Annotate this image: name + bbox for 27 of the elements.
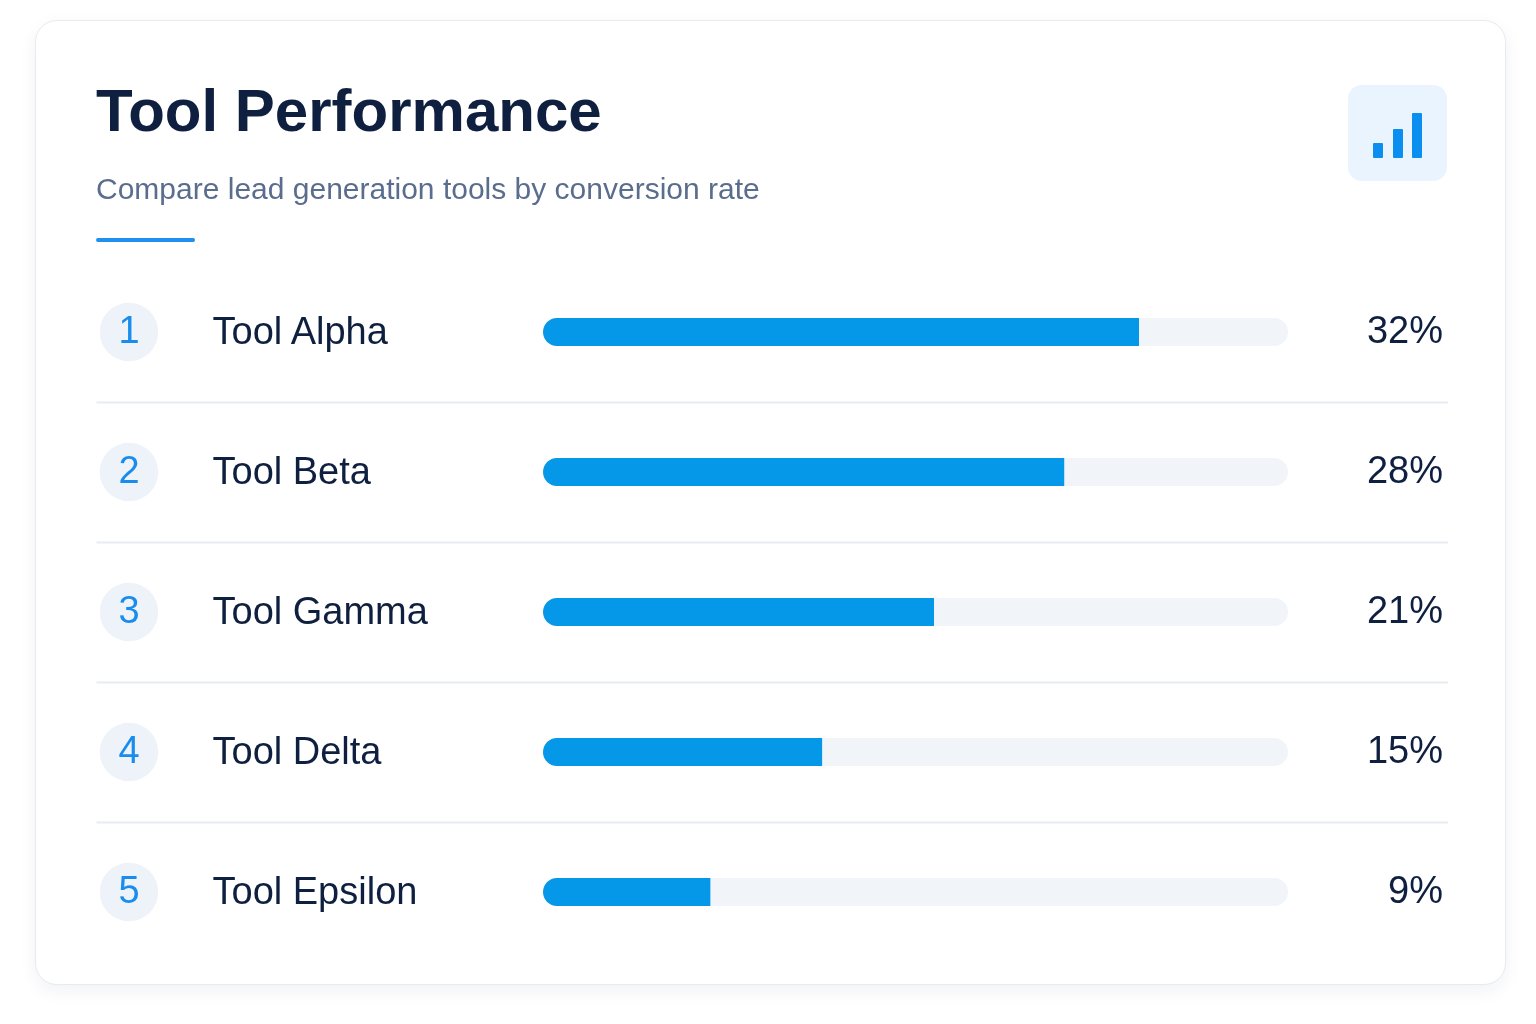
bar <box>934 598 1288 626</box>
data-label: 21% <box>1366 589 1443 631</box>
bar <box>543 318 1139 346</box>
text: 5 <box>118 869 140 911</box>
y-tick-label: Tool Gamma <box>212 589 429 632</box>
y-tick-label: Tool Delta <box>212 729 383 772</box>
bar <box>710 878 1288 906</box>
bar <box>543 878 711 906</box>
bar <box>1139 318 1288 346</box>
text: 1 <box>118 309 140 351</box>
y-tick-label: Tool Beta <box>212 449 372 492</box>
y-tick-label: Tool Alpha <box>212 309 389 352</box>
text: 2 <box>118 449 140 491</box>
bar <box>1064 458 1288 486</box>
chart-title: Tool Performance <box>96 77 602 144</box>
text: 4 <box>118 729 140 771</box>
bar <box>822 738 1288 766</box>
bar <box>543 598 935 626</box>
data-label: 15% <box>1366 729 1443 771</box>
chart-subtitle: Compare lead generation tools by conversion rate <box>96 172 760 205</box>
text: 3 <box>118 589 140 631</box>
data-label: 32% <box>1366 309 1443 351</box>
y-tick-label: Tool Epsilon <box>212 869 418 912</box>
data-label: 9% <box>1388 869 1443 911</box>
data-label: 28% <box>1366 449 1443 491</box>
bar <box>543 738 823 766</box>
bar <box>543 458 1065 486</box>
